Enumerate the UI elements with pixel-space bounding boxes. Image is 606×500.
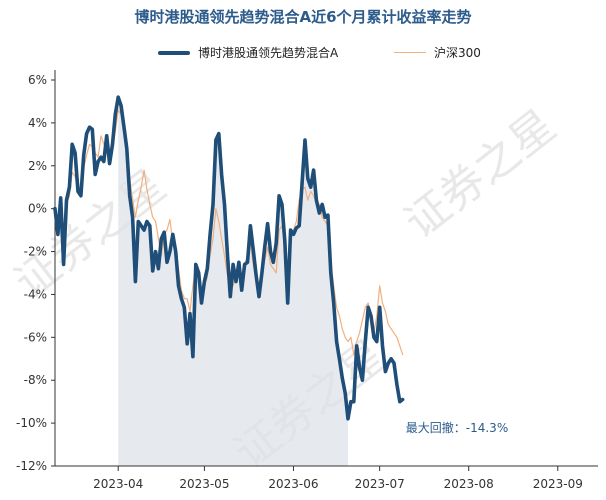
chart-title: 博时港股通领先趋势混合A近6个月累计收益率走势 bbox=[134, 8, 472, 26]
y-tick-label: -10% bbox=[16, 416, 47, 430]
y-tick-label: -12% bbox=[16, 459, 47, 473]
legend-item-fund[interactable]: 博时港股通领先趋势混合A bbox=[158, 44, 338, 61]
x-tick-label: 2023-08 bbox=[444, 477, 494, 491]
legend-item-index[interactable]: 沪深300 bbox=[394, 44, 481, 61]
legend-swatch-index bbox=[394, 52, 426, 53]
x-tick-label: 2023-07 bbox=[355, 477, 405, 491]
x-tick-label: 2023-05 bbox=[179, 477, 229, 491]
fund-series-line[interactable] bbox=[53, 95, 405, 421]
x-tick-label: 2023-09 bbox=[533, 477, 583, 491]
y-tick-label: -2% bbox=[24, 245, 47, 259]
y-tick-label: 0% bbox=[28, 202, 47, 216]
y-tick-label: -6% bbox=[24, 330, 47, 344]
y-tick-label: 6% bbox=[28, 73, 47, 87]
x-tick-label: 2023-04 bbox=[93, 477, 143, 491]
series-layer bbox=[53, 95, 405, 421]
legend: 博时港股通领先趋势混合A 沪深300 bbox=[0, 44, 606, 64]
legend-label-index: 沪深300 bbox=[434, 46, 481, 60]
legend-swatch-fund bbox=[158, 50, 190, 55]
legend-label-fund: 博时港股通领先趋势混合A bbox=[198, 46, 339, 60]
y-tick-label: -4% bbox=[24, 287, 47, 301]
watermark-text: 证券之星 bbox=[395, 100, 565, 249]
annotation-layer: 最大回撤：-14.3% bbox=[406, 420, 508, 435]
x-tick-label: 2023-06 bbox=[268, 477, 318, 491]
y-tick-label: 2% bbox=[28, 159, 47, 173]
max-drawdown-label: 最大回撤：-14.3% bbox=[406, 420, 508, 435]
y-tick-label: -8% bbox=[24, 373, 47, 387]
axes-layer: 6% 4% 2% 0% -2% -4% -6% -8% -10% -12% 2023-04 2023-… bbox=[16, 70, 598, 491]
y-tick-label: 4% bbox=[28, 116, 47, 130]
